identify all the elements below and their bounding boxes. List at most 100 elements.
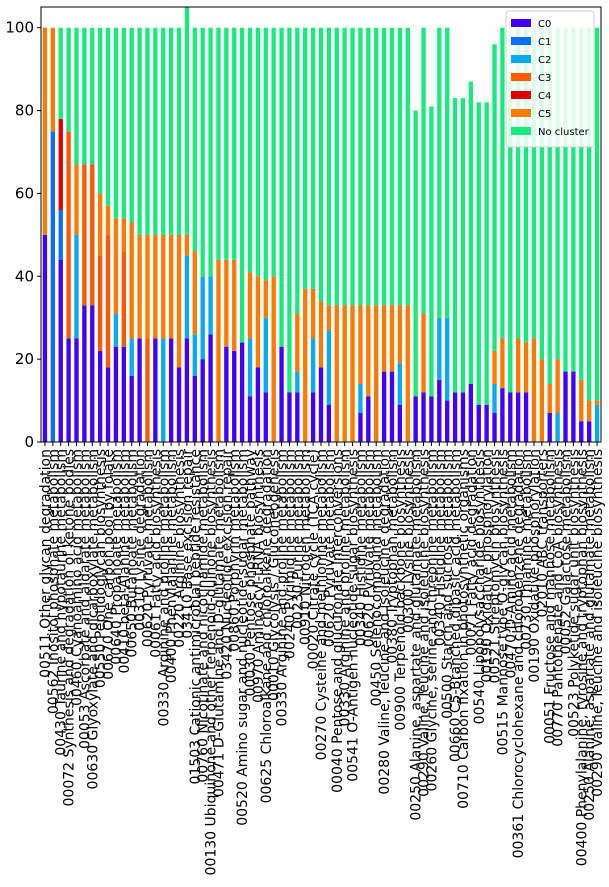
y-tick-label: 20 — [15, 350, 34, 368]
legend-label: C1 — [538, 37, 551, 48]
bar-segment-no-cluster — [492, 44, 496, 351]
bar-segment-no-cluster — [272, 28, 276, 277]
bar-segment-c2 — [555, 413, 559, 442]
bar-segment-c2 — [74, 235, 78, 339]
bar-segment-c0 — [122, 347, 126, 442]
bar-segment-c5 — [335, 305, 339, 442]
bar-segment-c2 — [161, 338, 165, 442]
bar-segment-no-cluster — [130, 28, 134, 223]
bar-segment-c0 — [185, 338, 189, 442]
bar-segment-c0 — [287, 392, 291, 442]
bar-segment-c0 — [327, 405, 331, 442]
bar-segment-c0 — [563, 372, 567, 442]
y-tick-label: 0 — [24, 433, 34, 451]
bar-segment-no-cluster — [248, 28, 252, 272]
legend-swatch — [511, 55, 531, 63]
bar-segment-no-cluster — [201, 28, 205, 277]
bar-segment-c3 — [106, 235, 110, 368]
bar-segment-c0 — [43, 235, 47, 442]
bar-segment-c5 — [98, 193, 102, 255]
bar-segment-no-cluster — [311, 28, 315, 289]
bar-segment-c5 — [51, 28, 55, 132]
bar-segment-c4 — [59, 119, 63, 210]
bar-segment-c5 — [374, 305, 378, 442]
bar-segment-no-cluster — [216, 28, 220, 260]
legend-swatch — [511, 73, 531, 81]
bar-segment-c0 — [413, 396, 417, 442]
bar-segment-no-cluster — [461, 98, 465, 392]
bar-segment-c5 — [342, 305, 346, 442]
bar-segment-c0 — [508, 392, 512, 442]
bar-segment-no-cluster — [208, 28, 212, 277]
bar-segment-c5 — [295, 314, 299, 372]
bar-segment-no-cluster — [287, 28, 291, 393]
bar-segment-no-cluster — [137, 28, 141, 235]
legend: C0C1C2C3C4C5No cluster — [506, 11, 594, 147]
bar-segment-no-cluster — [350, 28, 354, 306]
bar-segment-c1 — [59, 210, 63, 260]
bar-segment-c0 — [429, 396, 433, 442]
bar-segment-c2 — [445, 318, 449, 401]
bar-segment-no-cluster — [232, 28, 236, 260]
bar-segment-c0 — [382, 372, 386, 442]
bar-segment-no-cluster — [335, 28, 339, 306]
bar-segment-c5 — [524, 343, 528, 393]
bar-segment-c0 — [240, 343, 244, 442]
bar-segment-c5 — [366, 305, 370, 396]
bar-segment-no-cluster — [224, 28, 228, 260]
bar-segment-no-cluster — [500, 28, 504, 339]
bar-segment-c5 — [327, 305, 331, 330]
bar-segment-c0 — [295, 392, 299, 442]
bar-segment-no-cluster — [264, 28, 268, 281]
bar-segment-no-cluster — [90, 28, 94, 165]
bar-segment-c0 — [193, 376, 197, 442]
bar-segment-c5 — [421, 314, 425, 393]
bar-segment-c0 — [571, 372, 575, 442]
bar-segment-c0 — [390, 372, 394, 442]
bar-segment-no-cluster — [484, 102, 488, 404]
bar-segment-c5 — [177, 235, 181, 368]
bar-segment-no-cluster — [469, 82, 473, 384]
y-tick-label: 80 — [15, 102, 34, 120]
bar-segment-no-cluster — [82, 28, 86, 165]
bar-segment-no-cluster — [413, 111, 417, 397]
bar-segment-c5 — [548, 384, 552, 413]
bar-segment-c5 — [382, 305, 386, 371]
bar-segment-no-cluster — [421, 28, 425, 314]
bar-segment-c3 — [66, 131, 70, 338]
bar-segment-c5 — [106, 206, 110, 235]
bar-segment-c5 — [185, 235, 189, 256]
bar-segment-c5 — [319, 301, 323, 367]
bar-segment-c0 — [453, 392, 457, 442]
bar-segment-no-cluster — [114, 28, 118, 219]
bar-segment-no-cluster — [406, 28, 410, 306]
bar-segment-no-cluster — [106, 28, 110, 206]
bar-segment-no-cluster — [279, 28, 283, 347]
legend-label: C2 — [538, 55, 551, 66]
bar-segment-c5 — [540, 359, 544, 442]
bar-segment-no-cluster — [303, 28, 307, 289]
bar-segment-c0 — [177, 367, 181, 442]
bar-segment-c0 — [208, 334, 212, 442]
bar-segment-c5 — [264, 280, 268, 317]
bar-segment-c0 — [445, 401, 449, 442]
bar-segment-c5 — [161, 235, 165, 339]
bar-segment-c2 — [201, 276, 205, 359]
bar-segment-no-cluster — [256, 28, 260, 277]
bar-segment-c0 — [437, 380, 441, 442]
bar-segment-c2 — [130, 338, 134, 375]
bar-segment-c5 — [193, 251, 197, 334]
y-tick-label: 40 — [15, 267, 34, 285]
bar-segment-c5 — [390, 305, 394, 371]
bar-segment-c5 — [516, 338, 520, 392]
bar-segment-c0 — [130, 376, 134, 442]
bar-segment-no-cluster — [193, 28, 197, 252]
bar-segment-c5 — [232, 260, 236, 351]
bar-segment-c0 — [137, 338, 141, 442]
bar-segment-c0 — [477, 405, 481, 442]
bar-segment-c5 — [500, 338, 504, 388]
bar-segment-no-cluster — [145, 28, 149, 235]
bar-segment-c0 — [398, 405, 402, 442]
bar-segment-no-cluster — [295, 28, 299, 314]
bar-segment-c0 — [366, 396, 370, 442]
